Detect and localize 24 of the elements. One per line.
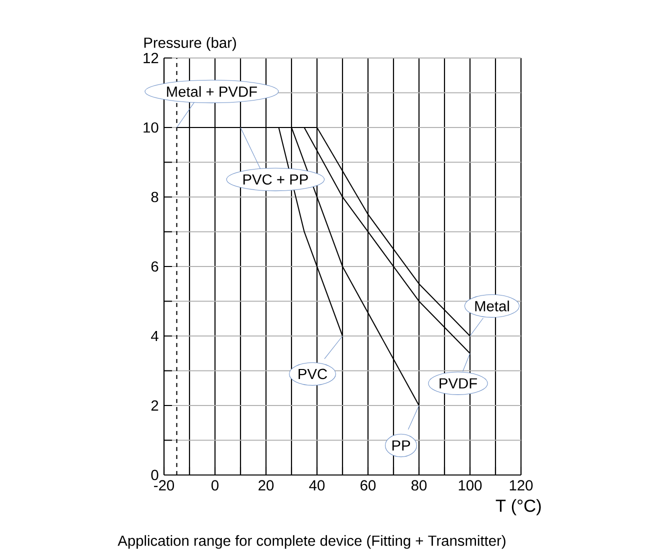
x-tick-label: 100 [458, 480, 482, 491]
y-tick-label: 4 [151, 330, 158, 342]
x-tick-label: 0 [211, 480, 218, 491]
series-label: Metal [475, 300, 509, 312]
y-tick-label: 6 [151, 261, 158, 272]
annotation: PVC + PP [243, 174, 308, 185]
y-tick-label: 2 [151, 400, 158, 411]
x-tick-label: 40 [309, 480, 325, 491]
x-tick-label: 20 [258, 480, 274, 491]
x-tick-label: 60 [360, 480, 376, 491]
x-tick-label: 80 [411, 480, 427, 491]
x-tick-label: 120 [510, 480, 533, 491]
y-tick-label: 8 [151, 192, 158, 202]
x-axis-title: T (°C) [496, 499, 541, 516]
y-tick-label: 10 [144, 122, 158, 133]
text: PP [392, 440, 410, 451]
text: PVC [298, 368, 328, 380]
text: Application range for complete device (Fitting + Transmitter) [118, 535, 506, 549]
y-tick-label: 12 [144, 52, 158, 64]
y-axis-title: Pressure (bar) [144, 37, 236, 51]
series-label: PVDF [440, 378, 477, 388]
y-tick-label: 0 [151, 470, 158, 480]
annotation: Metal + PVDF [167, 86, 257, 97]
x-tick-label: -20 [154, 480, 174, 491]
